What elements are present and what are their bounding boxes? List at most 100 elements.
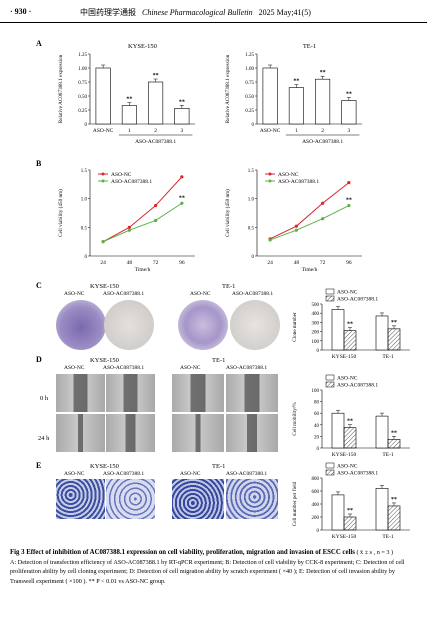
data-point	[347, 181, 351, 185]
y-tick-label: 1.0	[248, 198, 255, 203]
y-tick-label: 1.00	[245, 67, 254, 72]
data-point	[180, 201, 184, 205]
scratch-image	[226, 414, 278, 452]
legend-marker	[268, 172, 272, 176]
y-tick-label: 600	[312, 490, 320, 495]
scratch-image	[106, 374, 155, 412]
bar	[331, 309, 345, 351]
x-axis-label: Time/h	[135, 267, 151, 273]
data-point	[347, 203, 351, 208]
significance-mark: **	[391, 497, 397, 503]
series-line-1	[269, 205, 350, 241]
x-tick-label: 96	[179, 260, 185, 266]
bar	[315, 78, 331, 125]
x-tick-label: KYSE-150	[332, 354, 357, 360]
panel-b-chart-te1: 0 0.5 1.0 1.5 Cell viability (450 nm) 24 48 72 9…	[224, 169, 362, 273]
y-axis-label: Cell number per field	[291, 481, 298, 526]
y-tick-label: 0	[85, 255, 88, 260]
panel-c-chart: 0 100 200 300 400 500 Clone number ASO-NCASO-AC…	[292, 288, 410, 360]
panel-b-chart-kyse150: 0 0.5 1.0 1.5 Cell viability (450 nm) 24 48 72 9…	[57, 169, 195, 273]
series-line-0	[102, 176, 183, 243]
y-tick-label: 0.5	[248, 226, 255, 231]
significance-mark: **	[293, 79, 299, 85]
y-tick-label: 0.50	[245, 95, 254, 100]
scratch-image	[56, 414, 105, 452]
x-tick-label: ASO-NC	[93, 128, 114, 134]
x-tick-label: 48	[127, 260, 133, 266]
significance-mark: **	[391, 320, 397, 326]
dish-te1-aso	[230, 300, 280, 350]
e-cellline-te1: TE-1	[212, 463, 226, 470]
bar	[148, 81, 164, 125]
journal-issue: 2025 May;41(5)	[258, 8, 311, 17]
bar	[343, 330, 357, 351]
y-tick-label: 400	[312, 312, 320, 317]
significance-mark: **	[347, 322, 353, 328]
y-tick-label: 1.25	[78, 53, 87, 58]
dish-te1-nc	[178, 300, 228, 350]
d-group-aso-1: ASO-AC087388.1	[103, 365, 145, 371]
legend-marker	[101, 172, 105, 176]
bar	[174, 108, 190, 125]
legend-swatch	[325, 374, 335, 381]
x-tick-label: 3	[348, 128, 351, 134]
data-point	[294, 224, 298, 228]
significance-mark: **	[347, 508, 353, 514]
scratch-image	[56, 374, 105, 412]
y-tick-label: 400	[312, 503, 320, 508]
panel-label-b: B	[36, 159, 42, 168]
y-tick-label: 200	[312, 516, 320, 521]
legend-label: ASO-NC	[111, 172, 132, 178]
significance-mark: **	[346, 198, 352, 204]
data-point	[294, 228, 298, 232]
page-header: · 930 · 中国药理学通报 Chinese Pharmacological …	[0, 0, 427, 23]
y-tick-label: 0	[317, 349, 320, 354]
caption-stats: ( x̄ ± s , n = 3 )	[356, 549, 394, 556]
panel-d-chart: 0 20 40 60 80 100 Cell mobility/% ASO-NCASO-AC0…	[292, 374, 410, 458]
x-tick-label: 2	[321, 128, 324, 134]
y-tick-label: 100	[312, 340, 320, 345]
y-tick-label: 1.0	[81, 198, 88, 203]
x-tick-label: 24	[100, 260, 106, 266]
data-point	[321, 201, 325, 205]
e-group-nc-1: ASO-NC	[64, 471, 85, 477]
series-line-0	[269, 182, 350, 240]
data-point	[180, 175, 184, 179]
page-number: · 930 ·	[10, 7, 32, 16]
y-tick-label: 0	[85, 123, 88, 128]
e-group-nc-2: ASO-NC	[180, 471, 201, 477]
legend-swatch	[325, 288, 335, 295]
y-tick-label: 0	[317, 447, 320, 452]
group-label: ASO-AC087388.1	[302, 139, 343, 145]
scratch-image	[226, 374, 278, 412]
bar	[121, 105, 137, 125]
panel-a-chart-te1: TE-1 0 0.25 0.50 0.75 1.00 1.25 Relative AC0873…	[225, 43, 362, 145]
x-tick-label: 3	[181, 128, 184, 134]
journal-cn: 中国药理学通报	[80, 8, 136, 17]
x-tick-label: 72	[153, 260, 159, 266]
y-tick-label: 0.75	[78, 81, 87, 86]
scratch-image	[106, 414, 155, 452]
y-tick-label: 0.75	[245, 81, 254, 86]
y-axis-label: Relative AC087388.1 expression	[58, 54, 64, 123]
legend-label: ASO-AC087388.1	[337, 383, 378, 389]
x-tick-label: KYSE-150	[332, 534, 357, 540]
legend-marker	[268, 179, 272, 183]
significance-mark: **	[179, 99, 185, 105]
bar	[343, 516, 357, 531]
x-tick-label: KYSE-150	[332, 452, 357, 458]
data-point	[154, 203, 158, 208]
e-group-aso-2: ASO-AC087388.1	[226, 471, 268, 477]
d-group-nc-1: ASO-NC	[64, 365, 85, 371]
legend-label: ASO-AC087388.1	[337, 297, 378, 303]
panel-label-e: E	[36, 461, 42, 470]
data-point	[321, 217, 325, 221]
data-point	[268, 238, 272, 242]
data-point	[127, 225, 131, 229]
group-label: ASO-AC087388.1	[135, 139, 176, 145]
bar	[387, 439, 401, 449]
bar	[387, 328, 401, 351]
x-tick-label: TE-1	[382, 354, 394, 360]
panel-label-a: A	[36, 39, 42, 48]
caption-title: Fig 3 Effect of inhibition of AC087388.1…	[10, 549, 355, 556]
